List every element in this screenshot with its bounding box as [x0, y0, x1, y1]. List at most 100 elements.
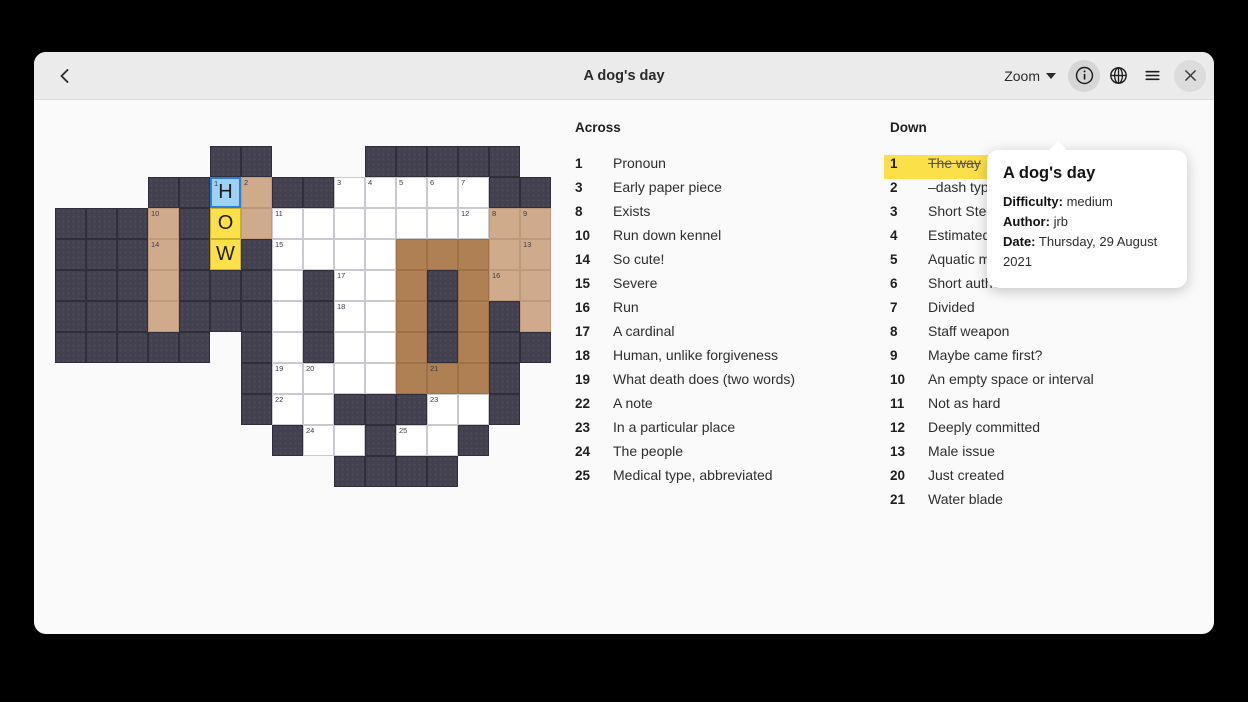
- grid-cell[interactable]: [396, 239, 427, 270]
- grid-cell[interactable]: 13: [520, 239, 551, 270]
- grid-cell[interactable]: [365, 301, 396, 332]
- grid-cell[interactable]: [427, 425, 458, 456]
- across-clue-19[interactable]: 19 What death does (two words): [575, 371, 875, 395]
- across-clue-24[interactable]: 24 The people: [575, 443, 875, 467]
- grid-cell[interactable]: [365, 239, 396, 270]
- grid-cell[interactable]: [520, 270, 551, 301]
- grid-cell[interactable]: [334, 208, 365, 239]
- grid-cell[interactable]: 7: [458, 177, 489, 208]
- crossword-grid-container[interactable]: 1 H 2 3 4 5 6 7 10 O 11 12 8 9 14 W 15 13 17 16 18 19 20 21 22 23…: [55, 146, 555, 506]
- down-clue-9[interactable]: 9 Maybe came first?: [890, 347, 1200, 371]
- down-clue-2[interactable]: 2 –dash type: [890, 179, 1200, 203]
- across-clue-16[interactable]: 16 Run: [575, 299, 875, 323]
- grid-cell[interactable]: 14: [148, 239, 179, 270]
- grid-cell[interactable]: 15: [272, 239, 303, 270]
- grid-cell[interactable]: [334, 332, 365, 363]
- grid-cell[interactable]: O: [210, 208, 241, 239]
- grid-cell[interactable]: [458, 363, 489, 394]
- info-button[interactable]: [1068, 59, 1100, 92]
- grid-cell[interactable]: 18: [334, 301, 365, 332]
- grid-cell[interactable]: [303, 394, 334, 425]
- grid-cell[interactable]: [396, 208, 427, 239]
- grid-cell[interactable]: 25: [396, 425, 427, 456]
- grid-cell[interactable]: [427, 208, 458, 239]
- down-clue-21[interactable]: 21 Water blade: [890, 491, 1200, 515]
- grid-cell[interactable]: [148, 270, 179, 301]
- grid-cell[interactable]: [458, 270, 489, 301]
- cell-number: 18: [337, 302, 346, 311]
- grid-cell[interactable]: 8: [489, 208, 520, 239]
- across-clue-17[interactable]: 17 A cardinal: [575, 323, 875, 347]
- grid-cell[interactable]: [303, 208, 334, 239]
- down-clue-13[interactable]: 13 Male issue: [890, 443, 1200, 467]
- grid-cell[interactable]: [272, 301, 303, 332]
- grid-cell[interactable]: [334, 425, 365, 456]
- grid-cell[interactable]: 16: [489, 270, 520, 301]
- across-clue-25[interactable]: 25 Medical type, abbreviated: [575, 467, 875, 491]
- grid-cell[interactable]: [334, 239, 365, 270]
- back-button[interactable]: [48, 60, 80, 92]
- down-clue-6[interactable]: 6 Short author: [890, 275, 1200, 299]
- across-clue-15[interactable]: 15 Severe: [575, 275, 875, 299]
- down-clue-10[interactable]: 10 An empty space or interval: [890, 371, 1200, 395]
- across-clue-1[interactable]: 1 Pronoun: [575, 155, 875, 179]
- grid-cell[interactable]: [365, 363, 396, 394]
- grid-cell[interactable]: 4: [365, 177, 396, 208]
- grid-cell[interactable]: [365, 208, 396, 239]
- grid-cell[interactable]: 9: [520, 208, 551, 239]
- across-clue-10[interactable]: 10 Run down kennel: [575, 227, 875, 251]
- grid-cell[interactable]: [272, 270, 303, 301]
- down-clue-20[interactable]: 20 Just created: [890, 467, 1200, 491]
- across-clue-list[interactable]: 1 Pronoun 3 Early paper piece 8 Exists 10 Run d…: [575, 155, 875, 491]
- grid-cell[interactable]: [458, 301, 489, 332]
- grid-cell[interactable]: 5: [396, 177, 427, 208]
- grid-cell[interactable]: 6: [427, 177, 458, 208]
- grid-cell[interactable]: 10: [148, 208, 179, 239]
- grid-cell[interactable]: [396, 270, 427, 301]
- grid-cell[interactable]: [148, 301, 179, 332]
- grid-cell[interactable]: 22: [272, 394, 303, 425]
- grid-cell[interactable]: [427, 239, 458, 270]
- grid-cell[interactable]: [396, 332, 427, 363]
- grid-cell[interactable]: [458, 394, 489, 425]
- grid-cell[interactable]: [396, 301, 427, 332]
- grid-cell[interactable]: [520, 301, 551, 332]
- grid-cell[interactable]: 12: [458, 208, 489, 239]
- down-clue-8[interactable]: 8 Staff weapon: [890, 323, 1200, 347]
- grid-cell[interactable]: 17: [334, 270, 365, 301]
- grid-cell[interactable]: [396, 363, 427, 394]
- grid-cell[interactable]: 3: [334, 177, 365, 208]
- grid-cell[interactable]: 11: [272, 208, 303, 239]
- close-button[interactable]: [1174, 59, 1206, 92]
- grid-cell[interactable]: 24: [303, 425, 334, 456]
- grid-cell[interactable]: [489, 239, 520, 270]
- across-clue-22[interactable]: 22 A note: [575, 395, 875, 419]
- menu-button[interactable]: [1136, 60, 1168, 92]
- globe-button[interactable]: [1102, 60, 1134, 92]
- grid-cell[interactable]: 23: [427, 394, 458, 425]
- grid-cell[interactable]: 19: [272, 363, 303, 394]
- grid-cell[interactable]: 20: [303, 363, 334, 394]
- grid-cell[interactable]: [458, 239, 489, 270]
- down-clue-12[interactable]: 12 Deeply committed: [890, 419, 1200, 443]
- down-clue-11[interactable]: 11 Not as hard: [890, 395, 1200, 419]
- grid-cell[interactable]: [365, 270, 396, 301]
- across-clue-8[interactable]: 8 Exists: [575, 203, 875, 227]
- grid-cell[interactable]: [458, 332, 489, 363]
- down-clue-7[interactable]: 7 Divided: [890, 299, 1200, 323]
- grid-cell[interactable]: [241, 208, 272, 239]
- crossword-grid[interactable]: 1 H 2 3 4 5 6 7 10 O 11 12 8 9 14 W 15 13 17 16 18 19 20 21 22 23…: [55, 146, 555, 506]
- across-clue-14[interactable]: 14 So cute!: [575, 251, 875, 275]
- grid-cell[interactable]: [334, 363, 365, 394]
- across-clue-18[interactable]: 18 Human, unlike forgiveness: [575, 347, 875, 371]
- grid-cell[interactable]: W: [210, 239, 241, 270]
- grid-cell[interactable]: [303, 239, 334, 270]
- grid-cell[interactable]: [272, 332, 303, 363]
- grid-cell[interactable]: 21: [427, 363, 458, 394]
- grid-cell[interactable]: 2: [241, 177, 272, 208]
- zoom-dropdown-button[interactable]: Zoom: [994, 63, 1066, 89]
- across-clue-23[interactable]: 23 In a particular place: [575, 419, 875, 443]
- grid-cell[interactable]: [365, 332, 396, 363]
- across-clue-3[interactable]: 3 Early paper piece: [575, 179, 875, 203]
